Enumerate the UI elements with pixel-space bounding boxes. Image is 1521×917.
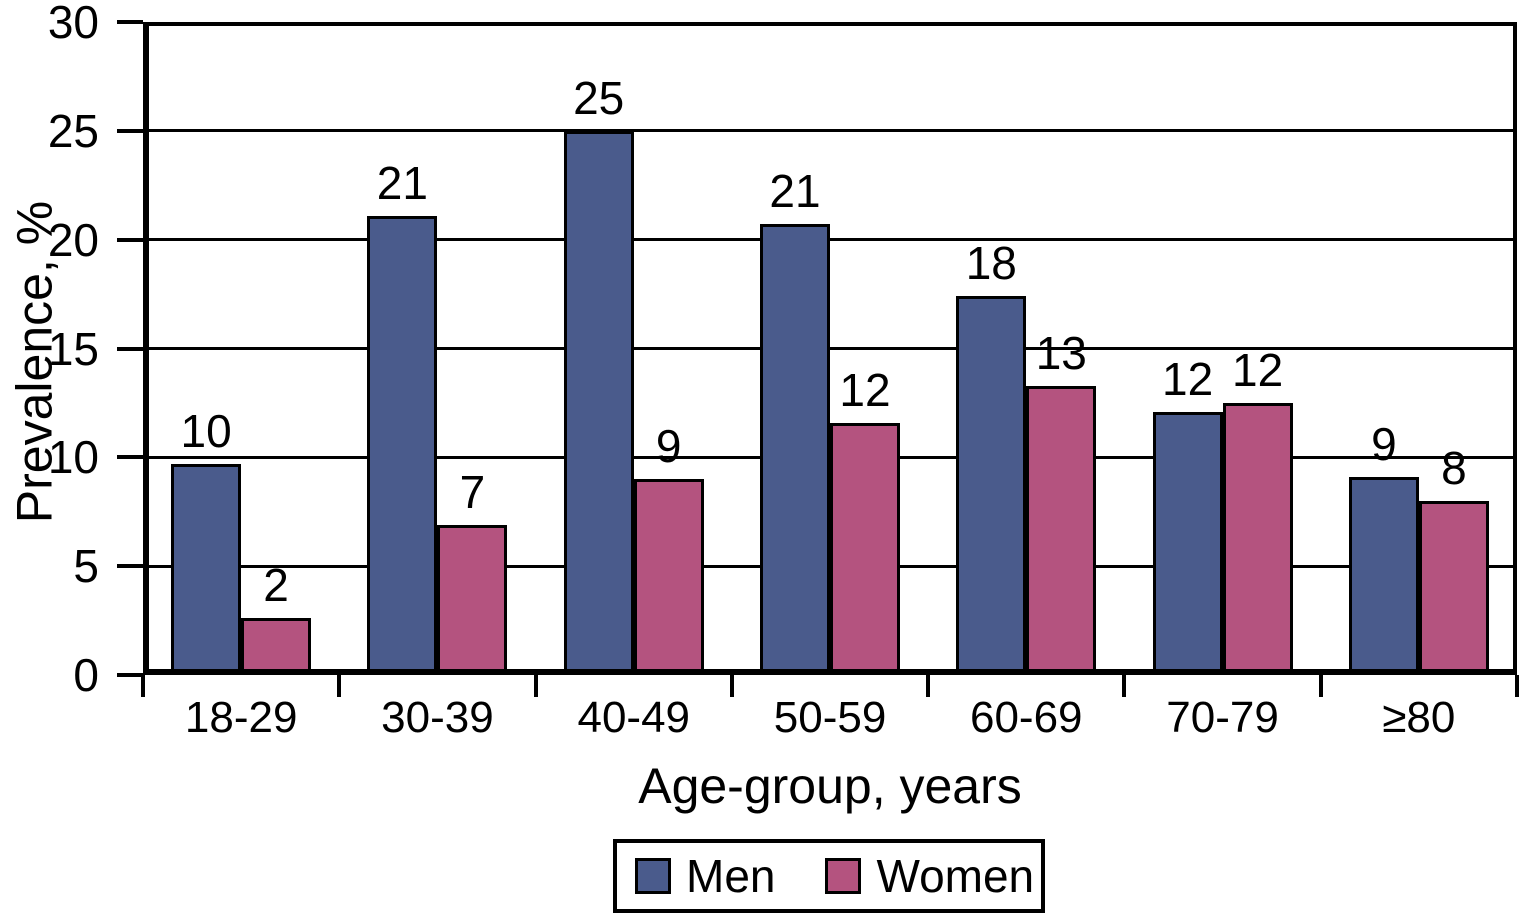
bar-men-≥80 [1348,476,1419,675]
y-tick-15 [117,346,143,351]
x-axis-title: Age-group, years [638,758,1022,814]
bar-label-women-40-49: 9 [655,420,682,473]
y-tick-25 [117,128,143,133]
y-tick-10 [117,455,143,460]
bar-men-60-69 [956,296,1027,675]
x-axis-line [143,669,1517,675]
gridline-20 [143,238,1517,242]
bar-men-40-49 [563,130,634,675]
category-label-≥80: ≥80 [1382,693,1456,742]
bar-label-men-30-39: 21 [376,156,428,209]
bar-label-men-70-79: 12 [1162,352,1214,405]
bar-women-50-59 [830,422,900,675]
plot-area: 0 5 10 15 20 25 30 18-29 30-39 40-49 50-59 60-69 70-… [48,0,1519,742]
women-color-swatch [825,858,862,894]
bar-women-30-39 [437,524,508,675]
y-tick-0 [117,673,143,677]
y-tick-label-0: 0 [73,649,99,701]
y-tick-label-20: 20 [47,213,99,266]
gridline-25 [143,129,1517,133]
bar-label-men-50-59: 21 [769,165,821,218]
y-tick-label-15: 15 [47,322,99,375]
bar-label-women-50-59: 12 [839,363,891,416]
bar-label-women-≥80: 8 [1441,441,1467,494]
bar-label-men-40-49: 25 [573,71,625,124]
plot-border-right [1513,22,1517,675]
bar-women-18-29 [241,618,312,675]
bar-women-40-49 [633,479,704,675]
y-tick-label-30: 30 [47,0,99,48]
legend-label-women: Women [876,850,1035,902]
y-tick-20 [117,237,143,242]
legend: Men Women [613,839,1045,913]
bar-label-women-60-69: 13 [1035,326,1087,379]
category-label-18-29: 18-29 [184,693,298,742]
men-color-swatch [635,858,671,894]
bar-men-30-39 [367,215,438,675]
category-label-50-59: 50-59 [773,693,887,742]
bar-women-70-79 [1222,402,1293,675]
category-label-40-49: 40-49 [577,693,691,742]
bar-men-70-79 [1152,411,1223,675]
category-label-70-79: 70-79 [1166,693,1279,742]
bar-men-50-59 [760,224,830,675]
y-tick-30 [117,20,143,24]
x-tick-2 [533,675,538,697]
bar-label-women-30-39: 7 [459,465,486,518]
y-tick-label-10: 10 [47,431,99,484]
x-tick-0 [141,675,145,697]
x-tick-7 [1515,675,1519,697]
bar-label-women-18-29: 2 [263,559,289,612]
y-tick-label-25: 25 [47,104,99,157]
plot-border-top [143,22,1517,26]
bar-label-men-18-29: 10 [180,404,232,457]
bar-label-men-≥80: 9 [1371,417,1397,470]
category-label-30-39: 30-39 [381,693,494,742]
gridline-15 [143,347,1517,350]
bar-women-60-69 [1026,385,1097,675]
x-tick-1 [337,675,342,697]
legend-item-women: Women [825,851,1034,901]
bar-women-≥80 [1418,500,1489,675]
y-tick-label-5: 5 [73,540,99,593]
y-tick-5 [117,564,143,569]
y-axis-line [143,22,149,675]
legend-item-men: Men [635,851,775,901]
bar-men-18-29 [171,463,242,675]
category-label-60-69: 60-69 [969,693,1083,742]
bar-label-women-70-79: 12 [1232,343,1284,396]
x-tick-6 [1318,675,1323,697]
bar-label-men-60-69: 18 [965,237,1017,290]
x-tick-5 [1122,675,1127,697]
x-tick-4 [926,675,931,697]
x-tick-3 [729,675,734,697]
legend-label-men: Men [686,850,776,902]
